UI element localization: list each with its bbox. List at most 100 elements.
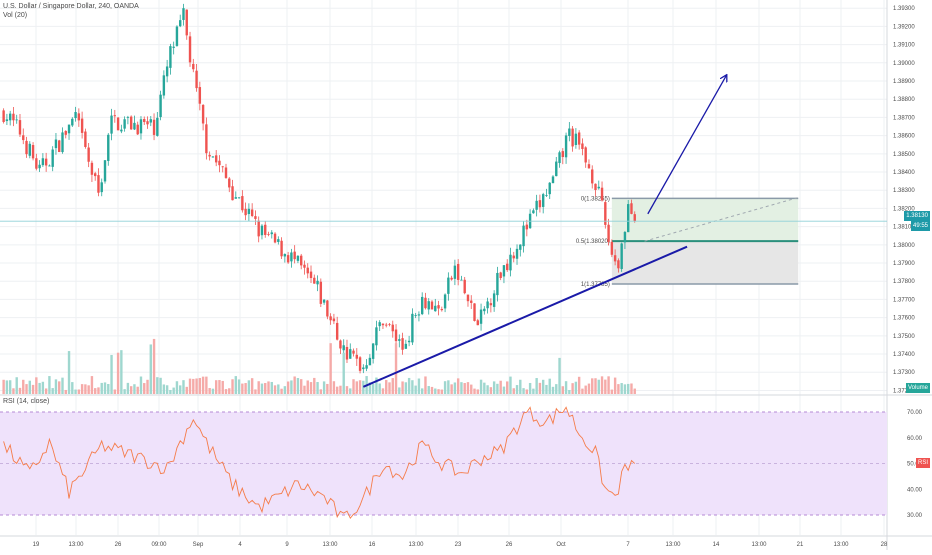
candles[interactable] bbox=[2, 3, 636, 374]
candle-body[interactable] bbox=[541, 194, 545, 207]
candle-body[interactable] bbox=[355, 354, 358, 359]
candle-body[interactable] bbox=[394, 329, 398, 342]
candle-body[interactable] bbox=[358, 357, 362, 371]
candle-body[interactable] bbox=[470, 300, 473, 303]
candle-body[interactable] bbox=[368, 357, 372, 366]
candle-body[interactable] bbox=[555, 161, 558, 177]
candle-body[interactable] bbox=[417, 314, 421, 316]
candle-body[interactable] bbox=[365, 365, 368, 369]
candle-body[interactable] bbox=[51, 149, 54, 167]
candle-body[interactable] bbox=[38, 164, 41, 169]
candle-body[interactable] bbox=[244, 208, 247, 216]
candle-body[interactable] bbox=[329, 316, 332, 321]
candle-body[interactable] bbox=[61, 132, 64, 153]
candle-body[interactable] bbox=[506, 263, 509, 271]
candle-body[interactable] bbox=[107, 134, 110, 161]
candle-body[interactable] bbox=[221, 166, 224, 168]
candle-body[interactable] bbox=[502, 265, 506, 277]
candle-body[interactable] bbox=[113, 115, 117, 117]
candle-body[interactable] bbox=[362, 367, 365, 370]
candle-body[interactable] bbox=[165, 66, 169, 77]
candle-body[interactable] bbox=[12, 113, 15, 121]
candle-body[interactable] bbox=[280, 240, 283, 257]
candle-body[interactable] bbox=[28, 143, 31, 156]
candle-body[interactable] bbox=[129, 116, 133, 130]
candle-body[interactable] bbox=[139, 119, 143, 134]
candle-body[interactable] bbox=[447, 277, 450, 294]
candle-body[interactable] bbox=[391, 324, 394, 332]
candle-body[interactable] bbox=[492, 293, 496, 307]
candle-body[interactable] bbox=[486, 301, 489, 309]
candle-body[interactable] bbox=[349, 349, 352, 359]
candle-body[interactable] bbox=[620, 243, 623, 269]
candle-body[interactable] bbox=[532, 210, 535, 214]
candle-body[interactable] bbox=[548, 182, 551, 195]
candle-body[interactable] bbox=[515, 248, 519, 259]
candle-body[interactable] bbox=[80, 118, 84, 133]
candle-body[interactable] bbox=[322, 299, 326, 303]
candle-body[interactable] bbox=[385, 324, 388, 326]
candle-body[interactable] bbox=[228, 178, 231, 188]
candle-body[interactable] bbox=[58, 140, 61, 153]
candle-body[interactable] bbox=[627, 204, 630, 233]
candle-body[interactable] bbox=[607, 224, 610, 242]
candle-body[interactable] bbox=[313, 277, 316, 284]
support-trendline[interactable] bbox=[362, 245, 688, 388]
candle-body[interactable] bbox=[90, 162, 94, 175]
candle-body[interactable] bbox=[231, 186, 234, 201]
candle-body[interactable] bbox=[581, 143, 584, 149]
candle-body[interactable] bbox=[407, 340, 411, 343]
candle-body[interactable] bbox=[332, 318, 336, 322]
candle-body[interactable] bbox=[479, 309, 483, 324]
candle-body[interactable] bbox=[473, 303, 476, 321]
candle-body[interactable] bbox=[35, 158, 38, 169]
candle-body[interactable] bbox=[571, 128, 574, 147]
candle-body[interactable] bbox=[558, 152, 561, 164]
candle-body[interactable] bbox=[499, 272, 502, 279]
candle-body[interactable] bbox=[597, 186, 600, 189]
candle-body[interactable] bbox=[617, 260, 620, 269]
candle-body[interactable] bbox=[594, 183, 597, 191]
candle-body[interactable] bbox=[5, 119, 9, 122]
candle-body[interactable] bbox=[67, 124, 71, 134]
candle-body[interactable] bbox=[306, 267, 309, 274]
candle-body[interactable] bbox=[218, 160, 221, 166]
candle-body[interactable] bbox=[443, 294, 447, 309]
candle-body[interactable] bbox=[430, 301, 434, 310]
position-box[interactable]: 0(1.38255) 0.5(1.38020) 1(1.37785) bbox=[576, 196, 799, 288]
projection-arrow[interactable] bbox=[647, 76, 726, 215]
candle-body[interactable] bbox=[489, 303, 493, 306]
time-axis[interactable]: 19 13:00 26 09:00 Sep 4 9 13:00 16 13:00 23 26 Oct 7 1… bbox=[33, 542, 888, 548]
candle-body[interactable] bbox=[247, 208, 251, 215]
candle-body[interactable] bbox=[120, 129, 123, 132]
stop-zone[interactable] bbox=[611, 241, 799, 284]
candle-body[interactable] bbox=[205, 124, 208, 154]
candle-body[interactable] bbox=[8, 113, 12, 121]
candle-body[interactable] bbox=[434, 305, 437, 312]
candle-body[interactable] bbox=[564, 135, 568, 158]
candle-body[interactable] bbox=[71, 118, 74, 126]
candle-body[interactable] bbox=[427, 301, 430, 310]
candle-body[interactable] bbox=[31, 145, 35, 159]
candle-body[interactable] bbox=[250, 209, 254, 217]
candle-body[interactable] bbox=[143, 119, 146, 123]
target-zone[interactable] bbox=[611, 198, 799, 242]
candle-body[interactable] bbox=[538, 200, 542, 208]
candle-body[interactable] bbox=[420, 296, 424, 315]
candle-body[interactable] bbox=[577, 132, 581, 145]
candle-body[interactable] bbox=[509, 254, 512, 271]
candle-body[interactable] bbox=[633, 214, 636, 222]
candle-body[interactable] bbox=[234, 197, 238, 199]
candle-body[interactable] bbox=[440, 308, 444, 311]
candle-body[interactable] bbox=[192, 63, 195, 70]
candle-body[interactable] bbox=[162, 75, 166, 96]
candle-body[interactable] bbox=[450, 277, 453, 280]
candle-body[interactable] bbox=[512, 255, 515, 259]
candle-body[interactable] bbox=[237, 197, 241, 199]
candle-body[interactable] bbox=[319, 281, 323, 304]
candle-body[interactable] bbox=[267, 233, 270, 235]
candle-body[interactable] bbox=[48, 165, 51, 167]
candle-body[interactable] bbox=[414, 315, 417, 316]
candle-body[interactable] bbox=[270, 232, 273, 235]
